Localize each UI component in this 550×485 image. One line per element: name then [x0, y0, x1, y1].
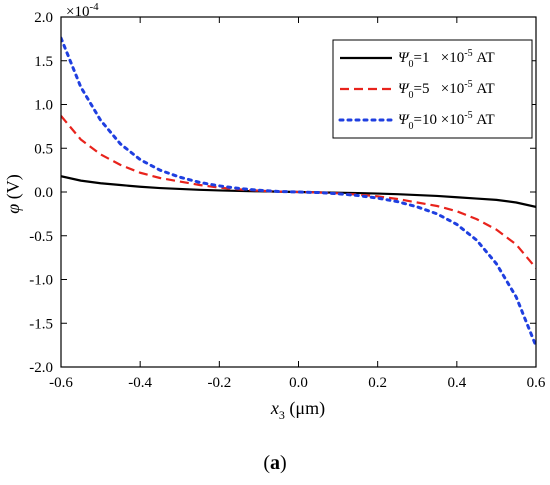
y-multiplier: ×10-4	[66, 1, 99, 20]
plot-frame	[60, 16, 537, 368]
x-tick-label: 0.2	[368, 375, 387, 391]
x-tick-label: 0.0	[289, 375, 308, 391]
x-tick-label: -0.4	[128, 375, 152, 391]
axis-ticks: -0.6 -0.4 -0.2 0.0 0.2 0.4 0.6 2.0 1.5 1.0 0.5 0.0 -…	[29, 10, 546, 391]
y-tick-label: -0.5	[29, 229, 53, 245]
legend-box	[332, 39, 533, 139]
y-axis-label: φ (V)	[3, 174, 24, 213]
x-tick-label: -0.2	[207, 375, 231, 391]
legend-label-1: Ψ0=1 ×10-5 AT	[398, 48, 495, 70]
x-tick-label: 0.6	[527, 375, 546, 391]
y-tick-label: 1.5	[34, 54, 53, 70]
y-tick-label: 2.0	[34, 10, 53, 26]
series-line-3	[61, 36, 536, 348]
x-tick-label: 0.4	[447, 375, 466, 391]
legend: Ψ0=1 ×10-5 AT Ψ0=5 ×10-5 AT Ψ0=10 ×10-5 AT	[332, 39, 533, 139]
x-tick-label: -0.6	[49, 375, 73, 391]
legend-label-3: Ψ0=10 ×10-5 AT	[398, 110, 495, 132]
y-tick-label: 0.5	[34, 141, 53, 157]
x-axis-label: x3 (μm)	[270, 398, 325, 422]
legend-label-2: Ψ0=5 ×10-5 AT	[398, 79, 495, 101]
y-tick-label: -2.0	[29, 360, 53, 376]
y-tick-label: -1.5	[29, 316, 53, 332]
figure-caption: (a)	[263, 452, 286, 474]
y-tick-label: -1.0	[29, 273, 53, 289]
series-lines	[61, 36, 536, 348]
y-tick-label: 1.0	[34, 98, 53, 114]
y-tick-label: 0.0	[34, 185, 53, 201]
